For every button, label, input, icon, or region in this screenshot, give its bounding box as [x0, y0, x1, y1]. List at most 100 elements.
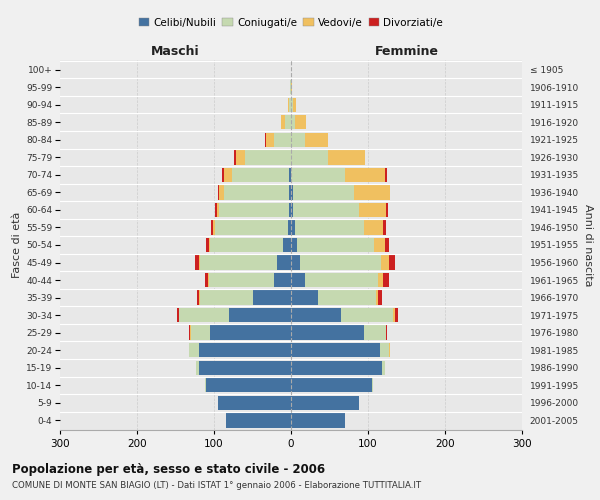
Bar — [281, 115, 291, 130]
Bar — [291, 150, 365, 164]
Bar — [196, 360, 291, 375]
Bar — [291, 396, 359, 410]
Bar — [236, 150, 291, 164]
Bar — [291, 290, 318, 305]
Bar — [200, 290, 291, 305]
Bar — [291, 132, 328, 147]
Legend: Celibi/Nubili, Coniugati/e, Vedovi/e, Divorziati/e: Celibi/Nubili, Coniugati/e, Vedovi/e, Di… — [134, 14, 448, 32]
Bar — [291, 326, 364, 340]
Text: COMUNE DI MONTE SAN BIAGIO (LT) - Dati ISTAT 1° gennaio 2006 - Elaborazione TUTT: COMUNE DI MONTE SAN BIAGIO (LT) - Dati I… — [12, 481, 421, 490]
Bar — [291, 308, 394, 322]
Bar — [291, 413, 345, 428]
Bar — [291, 80, 292, 94]
Bar — [291, 378, 373, 392]
Bar — [291, 273, 383, 287]
Bar — [274, 132, 291, 147]
Bar — [291, 115, 307, 130]
Bar — [291, 185, 389, 200]
Bar — [291, 273, 389, 287]
Bar — [291, 202, 359, 217]
Bar — [291, 220, 295, 234]
Bar — [285, 115, 291, 130]
Bar — [274, 273, 291, 287]
Bar — [277, 256, 291, 270]
Bar — [291, 185, 354, 200]
Bar — [190, 343, 291, 357]
Bar — [291, 150, 328, 164]
Bar — [283, 238, 291, 252]
Bar — [291, 308, 341, 322]
Bar — [281, 115, 291, 130]
Bar — [291, 168, 387, 182]
Bar — [289, 202, 291, 217]
Bar — [291, 202, 386, 217]
Bar — [291, 256, 395, 270]
Bar — [206, 378, 291, 392]
Bar — [222, 168, 291, 182]
Bar — [289, 185, 291, 200]
Bar — [291, 326, 387, 340]
Bar — [210, 238, 291, 252]
Bar — [191, 326, 291, 340]
Bar — [218, 396, 291, 410]
Bar — [291, 132, 328, 147]
Bar — [291, 343, 389, 357]
Bar — [291, 396, 359, 410]
Bar — [291, 168, 385, 182]
Bar — [226, 413, 291, 428]
Bar — [226, 413, 291, 428]
Bar — [196, 360, 291, 375]
Bar — [291, 185, 389, 200]
Bar — [218, 396, 291, 410]
Bar — [226, 413, 291, 428]
Bar — [199, 343, 291, 357]
Bar — [291, 378, 372, 392]
Bar — [291, 98, 296, 112]
Bar — [288, 220, 291, 234]
Bar — [291, 360, 385, 375]
Bar — [179, 308, 291, 322]
Bar — [291, 343, 380, 357]
Bar — [291, 238, 385, 252]
Bar — [291, 378, 373, 392]
Bar — [291, 256, 389, 270]
Bar — [197, 290, 291, 305]
Bar — [291, 80, 292, 94]
Bar — [291, 220, 383, 234]
Bar — [288, 98, 291, 112]
Bar — [234, 150, 291, 164]
Bar — [226, 413, 291, 428]
Bar — [209, 238, 291, 252]
Bar — [291, 202, 293, 217]
Bar — [291, 115, 295, 130]
Bar — [190, 326, 291, 340]
Bar — [291, 396, 359, 410]
Bar — [290, 80, 291, 94]
Bar — [224, 185, 291, 200]
Bar — [291, 308, 395, 322]
Bar — [291, 185, 293, 200]
Bar — [291, 220, 364, 234]
Bar — [291, 360, 382, 375]
Bar — [291, 132, 305, 147]
Bar — [265, 132, 291, 147]
Bar — [291, 238, 374, 252]
Bar — [206, 238, 291, 252]
Bar — [291, 413, 345, 428]
Bar — [190, 343, 291, 357]
Bar — [291, 360, 385, 375]
Bar — [291, 273, 378, 287]
Bar — [291, 413, 345, 428]
Bar — [196, 360, 291, 375]
Bar — [291, 115, 307, 130]
Bar — [291, 378, 373, 392]
Bar — [291, 343, 389, 357]
Bar — [290, 80, 291, 94]
Bar — [291, 98, 296, 112]
Bar — [215, 202, 291, 217]
Bar — [200, 256, 291, 270]
Bar — [253, 290, 291, 305]
Bar — [266, 132, 291, 147]
Bar — [289, 168, 291, 182]
Bar — [220, 185, 291, 200]
